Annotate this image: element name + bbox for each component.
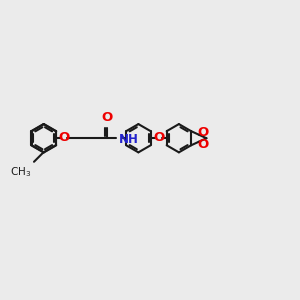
Text: O: O [102,111,113,124]
Text: CH$_3$: CH$_3$ [10,165,31,178]
Text: NH: NH [119,133,139,146]
Text: O: O [197,138,208,151]
Text: O: O [58,131,70,144]
Text: O: O [197,126,208,139]
Text: O: O [153,131,164,144]
